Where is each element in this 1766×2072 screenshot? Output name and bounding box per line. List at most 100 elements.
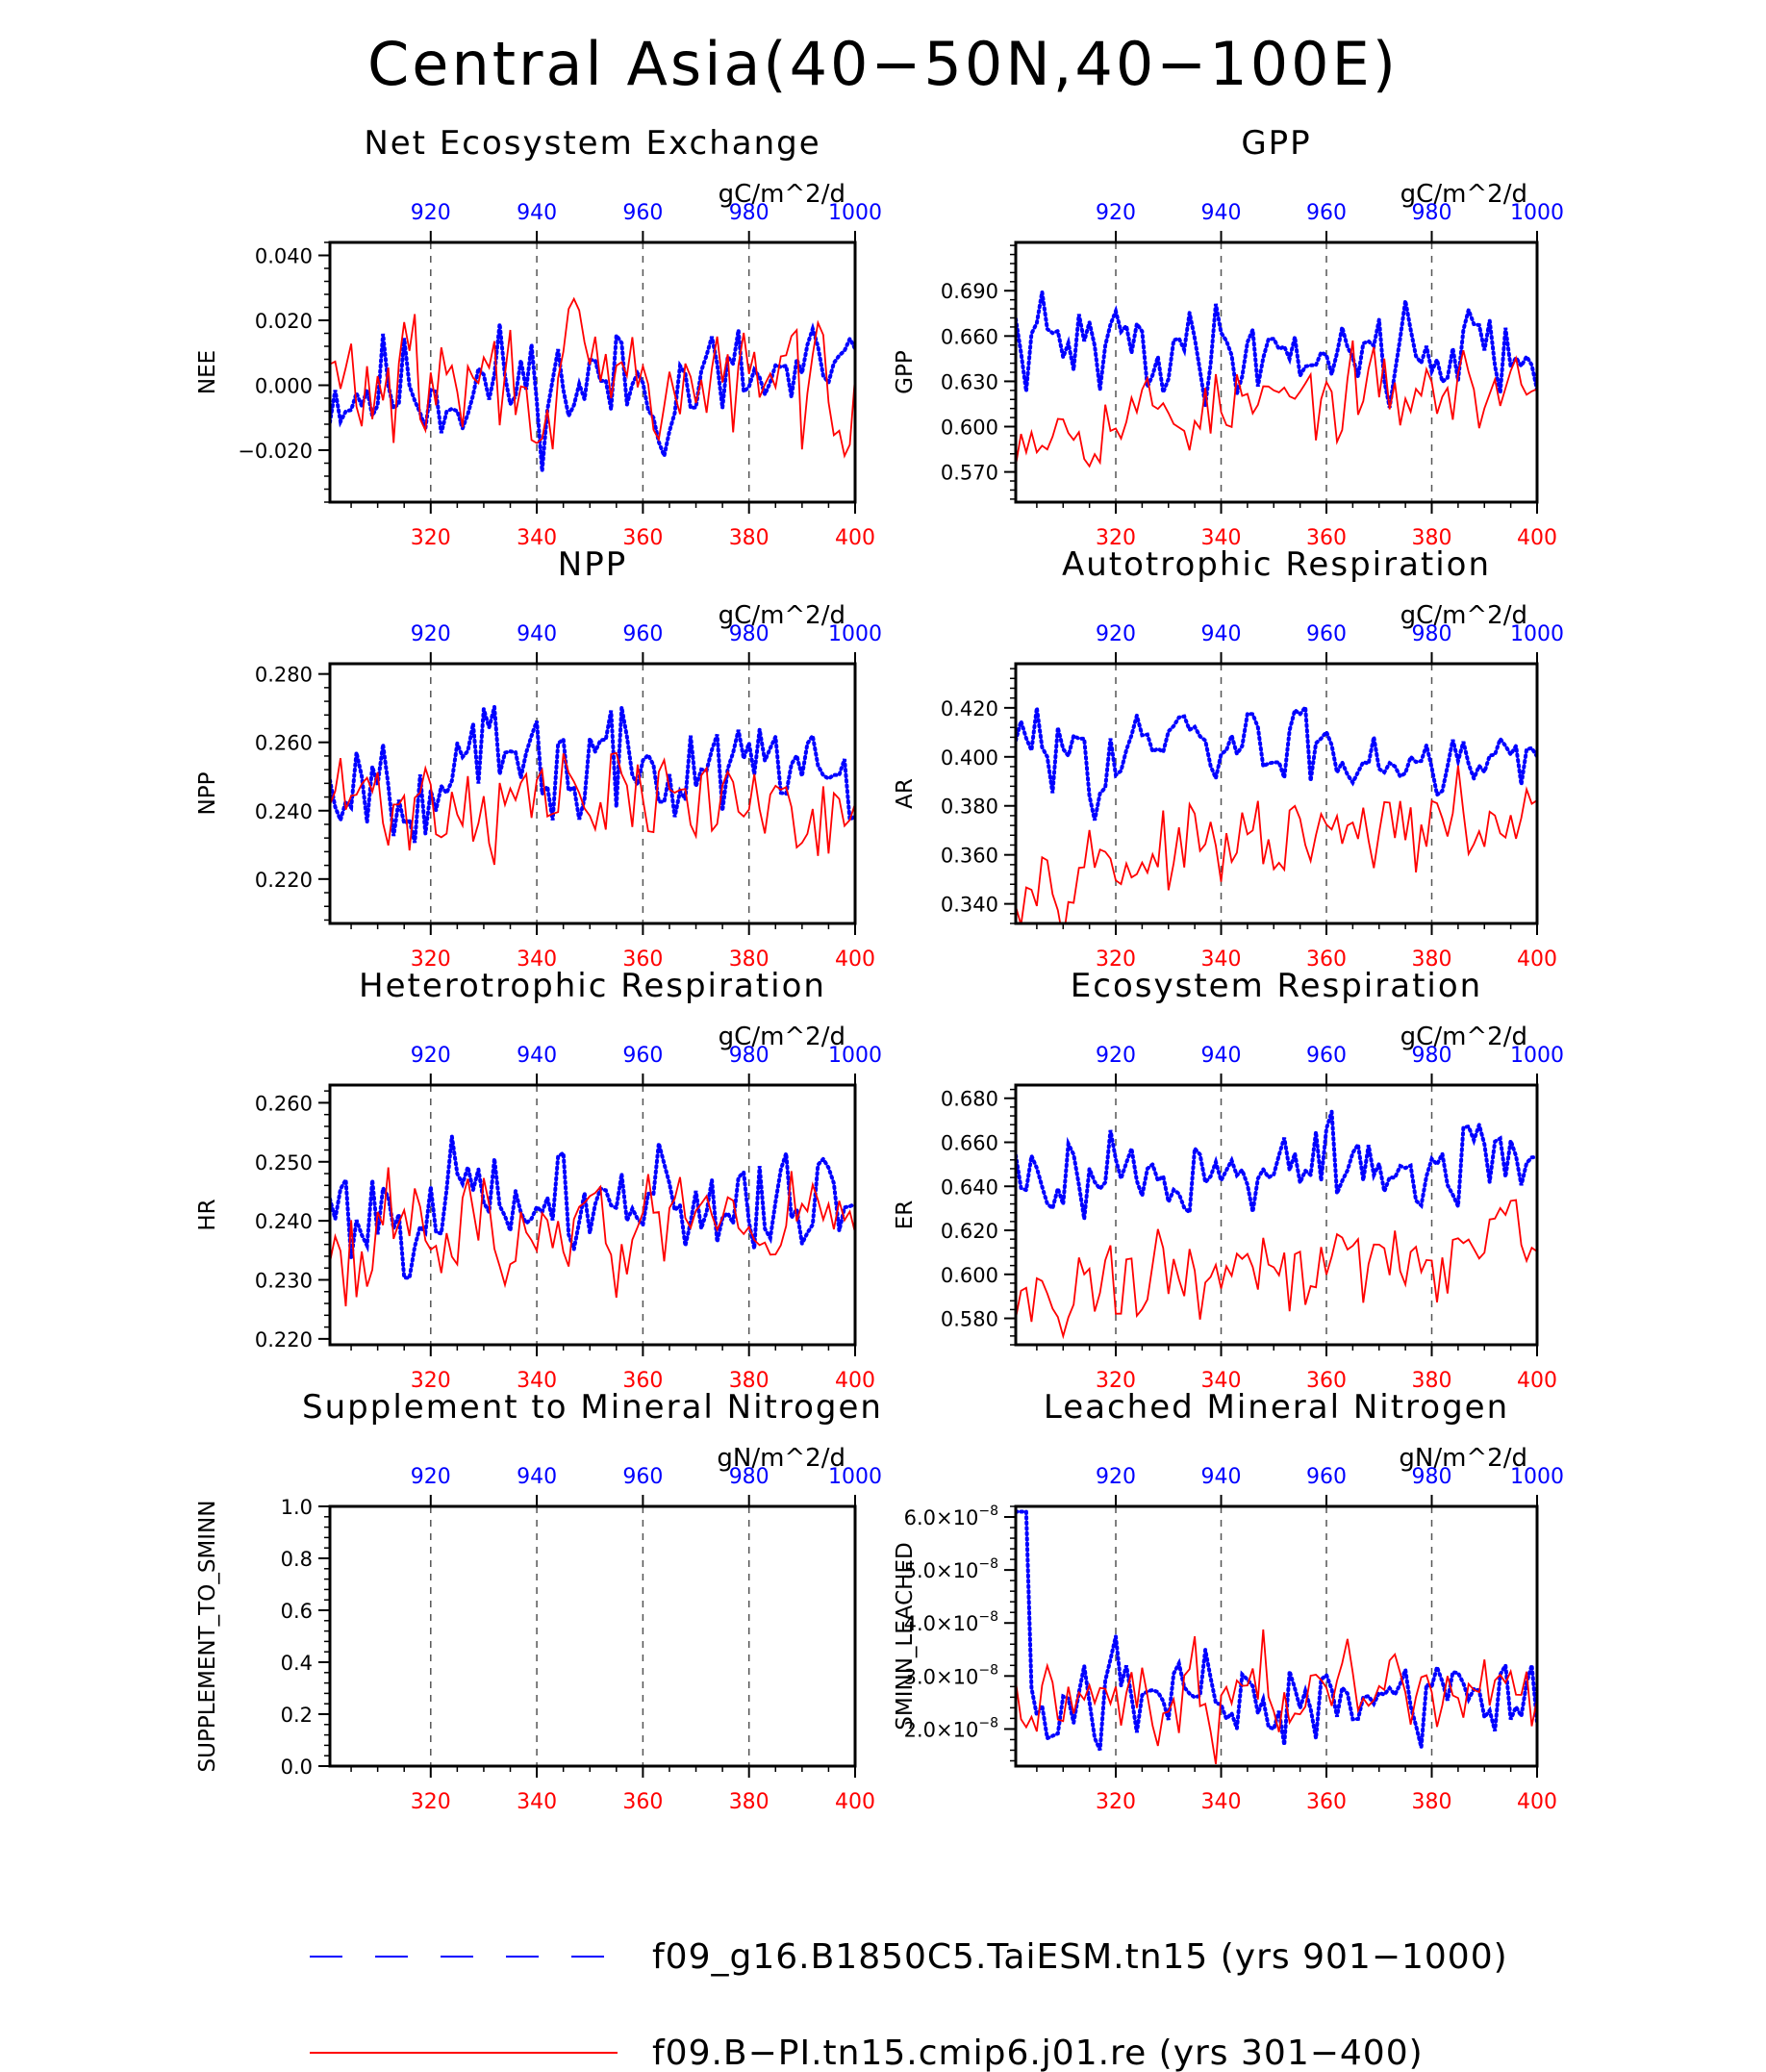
plot-frame — [1014, 1083, 1539, 1347]
y-tick-label: 0.360 — [941, 845, 998, 868]
panel-leach: Leached Mineral NitrogengN/m^2/d2.0×10−8… — [893, 1388, 1564, 1814]
x-bottom-tick-label: 360 — [1306, 526, 1347, 550]
x-top-tick-label: 1000 — [1510, 1465, 1564, 1489]
units-label: gC/m^2/d — [719, 180, 845, 209]
series-line-taiesm — [1016, 291, 1537, 409]
y-tick-exponent: −8 — [978, 1556, 998, 1572]
plot-frame — [328, 662, 857, 925]
x-top-tick-label: 960 — [1306, 1465, 1347, 1489]
y-tick-label: 0.690 — [941, 280, 998, 303]
x-top-tick-label: 920 — [411, 1465, 451, 1489]
x-top-tick-label: 920 — [1096, 1044, 1136, 1068]
series-line-taiesm — [330, 1135, 855, 1280]
x-top-tick-label: 980 — [1412, 201, 1452, 225]
x-bottom-tick-label: 340 — [517, 1369, 557, 1393]
y-tick-exponent: −8 — [978, 1715, 998, 1731]
x-top-tick-label: 960 — [1306, 622, 1347, 646]
x-bottom-tick-label: 340 — [517, 948, 557, 972]
units-label: gC/m^2/d — [719, 1023, 845, 1051]
y-tick-label: 0.580 — [941, 1308, 998, 1331]
y-tick-label: 0.660 — [941, 325, 998, 348]
y-tick-label: 5.0×10−8 — [904, 1556, 998, 1582]
x-bottom-tick-label: 340 — [517, 1790, 557, 1814]
x-top-tick-label: 960 — [622, 201, 663, 225]
x-top-tick-label: 940 — [1201, 201, 1242, 225]
panel-title: Net Ecosystem Exchange — [364, 124, 820, 163]
y-tick-label: 0.620 — [941, 1220, 998, 1243]
x-bottom-tick-label: 400 — [1517, 948, 1557, 972]
x-top-tick-label: 1000 — [828, 622, 882, 646]
y-tick-label: 6.0×10−8 — [904, 1503, 998, 1529]
x-top-tick-label: 960 — [622, 622, 663, 646]
units-label: gN/m^2/d — [717, 1444, 845, 1473]
y-tick-mantissa: 4.0×10 — [904, 1612, 979, 1635]
series-line-taiesm — [1016, 701, 1537, 821]
x-top-tick-label: 980 — [729, 1465, 769, 1489]
x-top-tick-label: 960 — [1306, 201, 1347, 225]
x-bottom-tick-label: 400 — [835, 948, 875, 972]
x-top-tick-label: 960 — [622, 1044, 663, 1068]
series-line-taiesm — [1016, 1509, 1537, 1752]
series-line-cmip6 — [1016, 1629, 1537, 1765]
series-line-cmip6 — [330, 1167, 855, 1307]
plot-frame — [1014, 662, 1539, 925]
x-bottom-tick-label: 360 — [622, 948, 663, 972]
x-bottom-tick-label: 360 — [1306, 948, 1347, 972]
x-bottom-tick-label: 320 — [1096, 526, 1136, 550]
units-label: gN/m^2/d — [1399, 1444, 1527, 1473]
y-tick-exponent: −8 — [978, 1662, 998, 1678]
y-tick-mantissa: 6.0×10 — [904, 1506, 979, 1529]
series-line-taiesm — [330, 706, 855, 844]
x-top-tick-label: 920 — [1096, 622, 1136, 646]
series-line-cmip6 — [330, 751, 855, 866]
x-bottom-tick-label: 320 — [411, 1790, 451, 1814]
panel-title: GPP — [1241, 124, 1311, 163]
y-tick-label: 0.420 — [941, 697, 998, 720]
panel-nee: Net Ecosystem Exchange gC/m^2/d −0.020 0.00… — [195, 124, 882, 550]
x-bottom-tick-label: 380 — [729, 1790, 769, 1814]
y-tick-label: 0.000 — [255, 375, 313, 398]
y-tick-label: 0.8 — [281, 1548, 313, 1571]
x-top-tick-label: 1000 — [828, 201, 882, 225]
y-tick-label: −0.020 — [238, 440, 313, 463]
panel-npp: NPP gC/m^2/d 0.220 0.240 0.260 0.280 320 340 360… — [195, 545, 882, 972]
y-tick-label: 0.040 — [255, 245, 313, 268]
x-bottom-tick-label: 400 — [835, 1369, 875, 1393]
y-axis-label: ER — [893, 1200, 918, 1230]
series-line-cmip6 — [330, 296, 855, 459]
y-tick-label: 0.2 — [281, 1704, 313, 1727]
x-bottom-tick-label: 320 — [1096, 1790, 1136, 1814]
y-tick-label: 0.630 — [941, 370, 998, 393]
y-tick-mantissa: 5.0×10 — [904, 1559, 979, 1582]
x-bottom-tick-label: 360 — [622, 1369, 663, 1393]
x-top-tick-label: 980 — [1412, 1465, 1452, 1489]
y-tick-label: 0.640 — [941, 1175, 998, 1199]
x-bottom-tick-label: 320 — [1096, 1369, 1136, 1393]
x-top-tick-label: 940 — [517, 1465, 557, 1489]
units-label: gC/m^2/d — [719, 601, 845, 630]
x-top-tick-label: 1000 — [1510, 1044, 1564, 1068]
x-bottom-tick-label: 400 — [1517, 526, 1557, 550]
x-bottom-tick-label: 380 — [729, 948, 769, 972]
panel-ar: Autotrophic Respiration gC/m^2/d 0.340 0.36… — [893, 545, 1564, 972]
y-tick-label: 2.0×10−8 — [904, 1715, 998, 1741]
x-top-tick-label: 920 — [1096, 1465, 1136, 1489]
x-bottom-tick-label: 360 — [622, 1790, 663, 1814]
x-bottom-tick-label: 400 — [1517, 1790, 1557, 1814]
y-tick-label: 4.0×10−8 — [904, 1609, 998, 1635]
y-tick-label: 3.0×10−8 — [904, 1662, 998, 1688]
plot-frame — [328, 1083, 857, 1347]
y-tick-label: 0.400 — [941, 746, 998, 770]
plot-frame — [328, 1504, 857, 1768]
panel-title: Supplement to Mineral Nitrogen — [302, 1388, 883, 1427]
series-line-cmip6 — [1016, 765, 1537, 923]
y-tick-exponent: −8 — [978, 1503, 998, 1519]
units-label: gC/m^2/d — [1400, 180, 1527, 209]
x-top-tick-label: 980 — [729, 1044, 769, 1068]
y-axis-label: GPP — [893, 350, 918, 394]
y-tick-label: 0.230 — [255, 1270, 313, 1293]
series-line-cmip6 — [1016, 340, 1537, 468]
x-bottom-tick-label: 360 — [1306, 1369, 1347, 1393]
units-label: gC/m^2/d — [1400, 601, 1527, 630]
x-top-tick-label: 940 — [1201, 622, 1242, 646]
